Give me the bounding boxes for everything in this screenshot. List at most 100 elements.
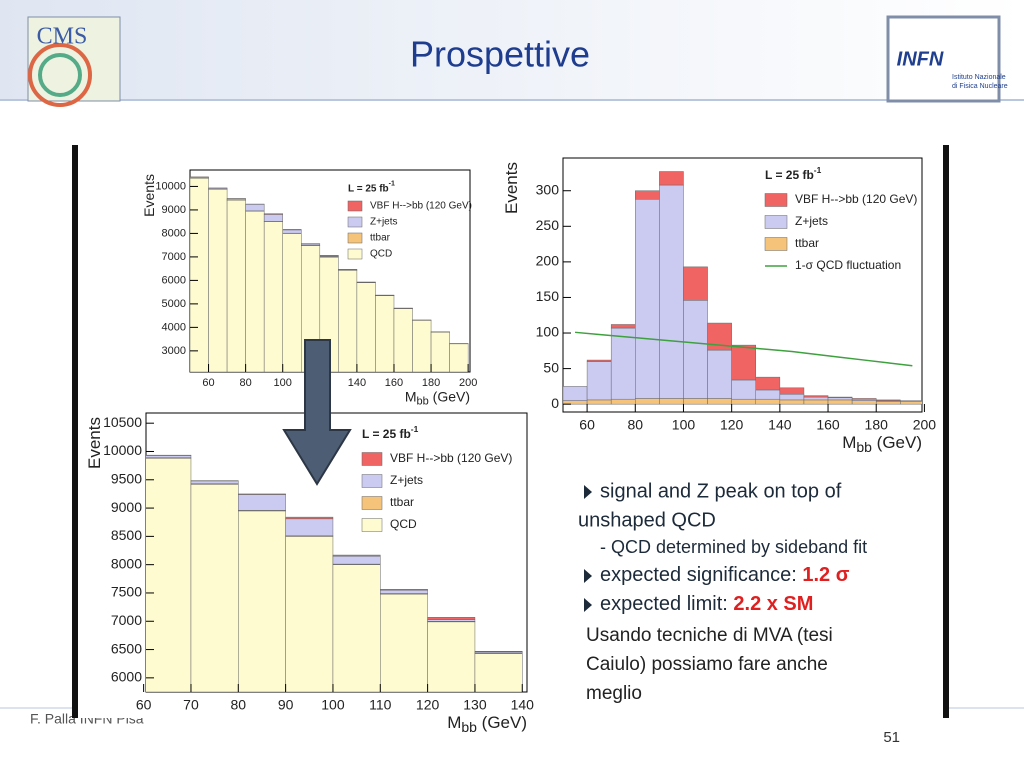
legend-label: ttbar (795, 236, 819, 250)
legend-swatch (764, 215, 788, 229)
legend-swatch (347, 248, 363, 260)
bar-segment (245, 204, 265, 212)
bar-segment (803, 396, 829, 401)
bars (563, 171, 922, 405)
bar-segment (319, 255, 339, 257)
bar-segment (851, 398, 877, 400)
bar-segment (827, 399, 853, 405)
x-axis-label: Mbb (GeV) (447, 714, 527, 735)
bar-segment (427, 621, 476, 692)
x-tick-label: 120 (720, 417, 744, 433)
bullet: unshaped QCD (578, 509, 716, 531)
x-tick-label: 180 (865, 417, 889, 433)
x-tick-label: 110 (369, 697, 392, 713)
y-tick-label: 6000 (162, 274, 186, 286)
bar-segment (659, 184, 684, 399)
legend-swatch (347, 232, 363, 244)
x-tick-label: 100 (672, 417, 696, 433)
legend-label: 1-σ QCD fluctuation (795, 258, 901, 272)
x-tick-label: 60 (136, 697, 152, 713)
bar-segment (635, 398, 660, 405)
bar-segment (586, 399, 612, 405)
lumi-text: L = 25 fb (348, 183, 389, 194)
y-tick-label: 50 (543, 359, 559, 375)
bar-segment (332, 564, 381, 692)
bar-segment (563, 386, 588, 401)
legend-label: Z+jets (370, 217, 398, 228)
y-tick-label: 250 (536, 217, 560, 233)
bar-segment (263, 221, 283, 372)
lumi-sup: -1 (411, 424, 419, 434)
bar-segment (190, 480, 239, 484)
lumi-text: L = 25 fb (765, 168, 814, 182)
legend-swatch (361, 474, 383, 488)
bars (190, 176, 469, 372)
bar-segment (474, 651, 523, 653)
y-tick-label: 100 (536, 324, 560, 340)
y-tick-label: 8000 (162, 227, 186, 239)
bar-segment (803, 399, 829, 405)
panel-edge (72, 145, 78, 718)
x-tick-label: 100 (321, 697, 345, 713)
x-tick-label: 200 (913, 417, 937, 433)
legend-label: QCD (370, 249, 392, 260)
bullet-text: expected limit: (600, 593, 733, 615)
x-tick-label: 160 (385, 377, 403, 389)
bar-segment (755, 389, 781, 400)
x-label-part: M (405, 388, 417, 404)
cms-logo-text: CMS (37, 24, 88, 50)
sub-bullet: - QCD determined by sideband fit (600, 537, 867, 557)
bar-segment (731, 344, 757, 381)
bar-segment (190, 177, 209, 372)
bar-segment (659, 398, 684, 405)
bar-segment (393, 308, 413, 372)
bar-segment (635, 199, 660, 399)
legend-label: QCD (390, 517, 417, 531)
x-tick-label: 180 (422, 377, 440, 389)
legend-swatch (764, 237, 788, 251)
bar-segment (779, 387, 805, 395)
bar-segment (285, 516, 334, 520)
infn-logo (886, 15, 1001, 103)
bar-segment (263, 213, 283, 215)
x-label-part: (GeV) (429, 388, 470, 404)
y-tick-label: 9000 (111, 499, 142, 515)
bar-segment (245, 210, 265, 372)
x-tick-label: 200 (459, 377, 477, 389)
y-axis-label: Events (85, 417, 104, 469)
legend-label: VBF H-->bb (120 GeV) (390, 451, 512, 465)
y-tick-label: 150 (536, 288, 560, 304)
x-tick-label: 80 (627, 417, 643, 433)
bar-segment (827, 396, 853, 399)
x-label-part: M (447, 714, 461, 733)
bullet-icon (584, 485, 592, 499)
bar-segment (427, 619, 476, 622)
y-tick-label: 3000 (162, 345, 186, 357)
bullet-text: expected significance: (600, 564, 802, 586)
x-label-sub: bb (856, 439, 872, 455)
lumi: L = 25 fb-1 (348, 180, 395, 194)
legend-swatch (361, 518, 383, 532)
y-tick-label: 0 (551, 395, 559, 411)
slide-title: Prospettive (410, 34, 590, 75)
y-tick-label: 10000 (155, 180, 186, 192)
bar-segment (380, 593, 428, 692)
y-tick-label: 5000 (162, 298, 186, 310)
lumi-sup: -1 (814, 165, 822, 175)
bar-segment (238, 510, 286, 692)
zoom-arrow (282, 339, 352, 486)
bar-segment (282, 229, 302, 234)
cms-logo-ring (28, 43, 92, 107)
infn-logo-sub: Istituto Nazionale (952, 74, 1006, 81)
chart: 0 50 100 150 200 250 300 60 80 100 120 140 160 180 200… (502, 157, 937, 455)
bar-segment (332, 554, 381, 557)
infn-logo-text: INFN (897, 48, 944, 70)
bullet-icon (584, 598, 592, 612)
y-tick-label: 6000 (111, 669, 142, 685)
y-axis-label: Events (502, 162, 521, 214)
legend-label: ttbar (390, 495, 414, 509)
chart: 6000 6500 7000 7500 8000 8500 9000 9500 10000 105… (85, 412, 534, 735)
bar-segment (803, 395, 829, 398)
